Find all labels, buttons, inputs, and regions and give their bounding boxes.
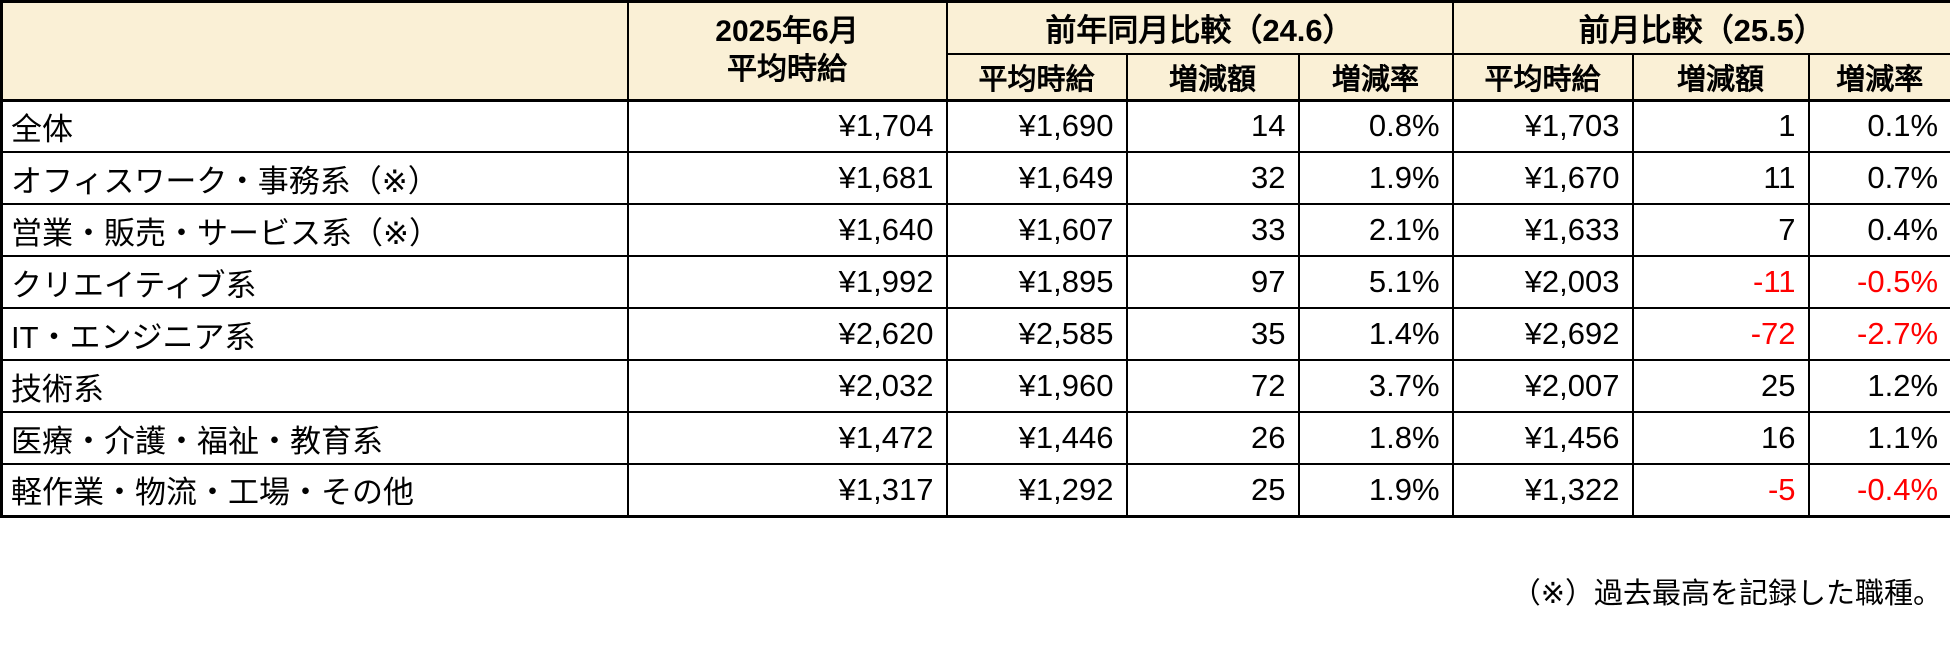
yoy-wage-cell: ¥1,895: [945, 255, 1128, 309]
yoy-wage-cell: ¥1,960: [945, 359, 1128, 413]
mom-wage-cell: ¥1,322: [1451, 463, 1634, 517]
table-row: クリエイティブ系 ¥1,992 ¥1,895 97 5.1% ¥2,003 -1…: [0, 255, 1950, 309]
hourly-wage-table: 2025年6月 平均時給 前年同月比較（24.6） 前月比較（25.5） 平均時…: [0, 0, 1950, 518]
yoy-group-header: 前年同月比較（24.6）: [945, 0, 1454, 55]
mom-rate-cell: 1.2%: [1807, 359, 1950, 413]
yoy-avg-wage-header: 平均時給: [945, 52, 1128, 101]
yoy-wage-cell: ¥1,292: [945, 463, 1128, 517]
current-wage-cell: ¥1,640: [626, 203, 948, 257]
table-row: 軽作業・物流・工場・その他 ¥1,317 ¥1,292 25 1.9% ¥1,3…: [0, 463, 1950, 517]
current-wage-cell: ¥2,620: [626, 307, 948, 361]
yoy-rate-header: 増減率: [1297, 52, 1454, 101]
yoy-diff-cell: 14: [1125, 99, 1300, 153]
current-wage-cell: ¥1,992: [626, 255, 948, 309]
yoy-diff-cell: 72: [1125, 359, 1300, 413]
yoy-rate-cell: 1.9%: [1297, 463, 1454, 517]
yoy-wage-cell: ¥1,690: [945, 99, 1128, 153]
mom-rate-cell: -2.7%: [1807, 307, 1950, 361]
mom-diff-cell: -72: [1631, 307, 1810, 361]
yoy-rate-cell: 5.1%: [1297, 255, 1454, 309]
mom-diff-cell: 16: [1631, 411, 1810, 465]
mom-rate-cell: 0.1%: [1807, 99, 1950, 153]
table-body: 全体 ¥1,704 ¥1,690 14 0.8% ¥1,703 1 0.1% オ…: [0, 99, 1950, 517]
mom-wage-cell: ¥2,003: [1451, 255, 1634, 309]
yoy-rate-cell: 1.4%: [1297, 307, 1454, 361]
yoy-rate-cell: 2.1%: [1297, 203, 1454, 257]
mom-rate-cell: 0.7%: [1807, 151, 1950, 205]
mom-diff-cell: -5: [1631, 463, 1810, 517]
table-row: 全体 ¥1,704 ¥1,690 14 0.8% ¥1,703 1 0.1%: [0, 99, 1950, 153]
row-label-cell: 営業・販売・サービス系（※）: [0, 203, 629, 257]
yoy-rate-cell: 3.7%: [1297, 359, 1454, 413]
mom-rate-cell: 1.1%: [1807, 411, 1950, 465]
row-label-cell: オフィスワーク・事務系（※）: [0, 151, 629, 205]
yoy-wage-cell: ¥1,649: [945, 151, 1128, 205]
mom-wage-cell: ¥1,703: [1451, 99, 1634, 153]
current-wage-cell: ¥1,472: [626, 411, 948, 465]
mom-diff-cell: 25: [1631, 359, 1810, 413]
row-label-cell: クリエイティブ系: [0, 255, 629, 309]
yoy-diff-cell: 26: [1125, 411, 1300, 465]
mom-diff-header: 増減額: [1631, 52, 1810, 101]
current-month-line1: 2025年6月: [715, 15, 859, 49]
mom-wage-cell: ¥1,456: [1451, 411, 1634, 465]
table-row: オフィスワーク・事務系（※） ¥1,681 ¥1,649 32 1.9% ¥1,…: [0, 151, 1950, 205]
mom-wage-cell: ¥1,633: [1451, 203, 1634, 257]
yoy-diff-cell: 97: [1125, 255, 1300, 309]
table-row: 営業・販売・サービス系（※） ¥1,640 ¥1,607 33 2.1% ¥1,…: [0, 203, 1950, 257]
row-label-cell: 軽作業・物流・工場・その他: [0, 463, 629, 517]
yoy-diff-cell: 33: [1125, 203, 1300, 257]
header-group-row: 2025年6月 平均時給 前年同月比較（24.6） 前月比較（25.5）: [0, 0, 1950, 101]
current-month-line2: 平均時給: [727, 52, 847, 86]
yoy-wage-cell: ¥1,607: [945, 203, 1128, 257]
current-wage-cell: ¥1,704: [626, 99, 948, 153]
table-row: IT・エンジニア系 ¥2,620 ¥2,585 35 1.4% ¥2,692 -…: [0, 307, 1950, 361]
current-wage-cell: ¥1,317: [626, 463, 948, 517]
row-label-cell: 医療・介護・福祉・教育系: [0, 411, 629, 465]
mom-diff-cell: -11: [1631, 255, 1810, 309]
table-row: 医療・介護・福祉・教育系 ¥1,472 ¥1,446 26 1.8% ¥1,45…: [0, 411, 1950, 465]
yoy-diff-cell: 35: [1125, 307, 1300, 361]
row-label-cell: 全体: [0, 99, 629, 153]
yoy-diff-cell: 25: [1125, 463, 1300, 517]
yoy-rate-cell: 0.8%: [1297, 99, 1454, 153]
corner-cell: [0, 0, 629, 101]
mom-rate-header: 増減率: [1807, 52, 1950, 101]
yoy-rate-cell: 1.8%: [1297, 411, 1454, 465]
mom-diff-cell: 11: [1631, 151, 1810, 205]
footnote: （※）過去最高を記録した職種。: [1511, 577, 1942, 610]
header-sub-row: 平均時給 増減額 増減率 平均時給 増減額 増減率: [2, 52, 1950, 101]
mom-rate-cell: 0.4%: [1807, 203, 1950, 257]
yoy-wage-cell: ¥1,446: [945, 411, 1128, 465]
mom-wage-cell: ¥2,007: [1451, 359, 1634, 413]
yoy-rate-cell: 1.9%: [1297, 151, 1454, 205]
row-label-cell: IT・エンジニア系: [0, 307, 629, 361]
table-row: 技術系 ¥2,032 ¥1,960 72 3.7% ¥2,007 25 1.2%: [0, 359, 1950, 413]
yoy-diff-cell: 32: [1125, 151, 1300, 205]
row-label-cell: 技術系: [0, 359, 629, 413]
mom-wage-cell: ¥2,692: [1451, 307, 1634, 361]
yoy-diff-header: 増減額: [1125, 52, 1300, 101]
mom-rate-cell: -0.4%: [1807, 463, 1950, 517]
mom-group-header: 前月比較（25.5）: [1451, 0, 1950, 55]
mom-diff-cell: 1: [1631, 99, 1810, 153]
mom-diff-cell: 7: [1631, 203, 1810, 257]
current-wage-cell: ¥2,032: [626, 359, 948, 413]
mom-wage-cell: ¥1,670: [1451, 151, 1634, 205]
mom-rate-cell: -0.5%: [1807, 255, 1950, 309]
yoy-wage-cell: ¥2,585: [945, 307, 1128, 361]
mom-avg-wage-header: 平均時給: [1451, 52, 1634, 101]
current-month-header: 2025年6月 平均時給: [626, 0, 948, 101]
table-header: 2025年6月 平均時給 前年同月比較（24.6） 前月比較（25.5） 平均時…: [0, 0, 1950, 101]
current-wage-cell: ¥1,681: [626, 151, 948, 205]
